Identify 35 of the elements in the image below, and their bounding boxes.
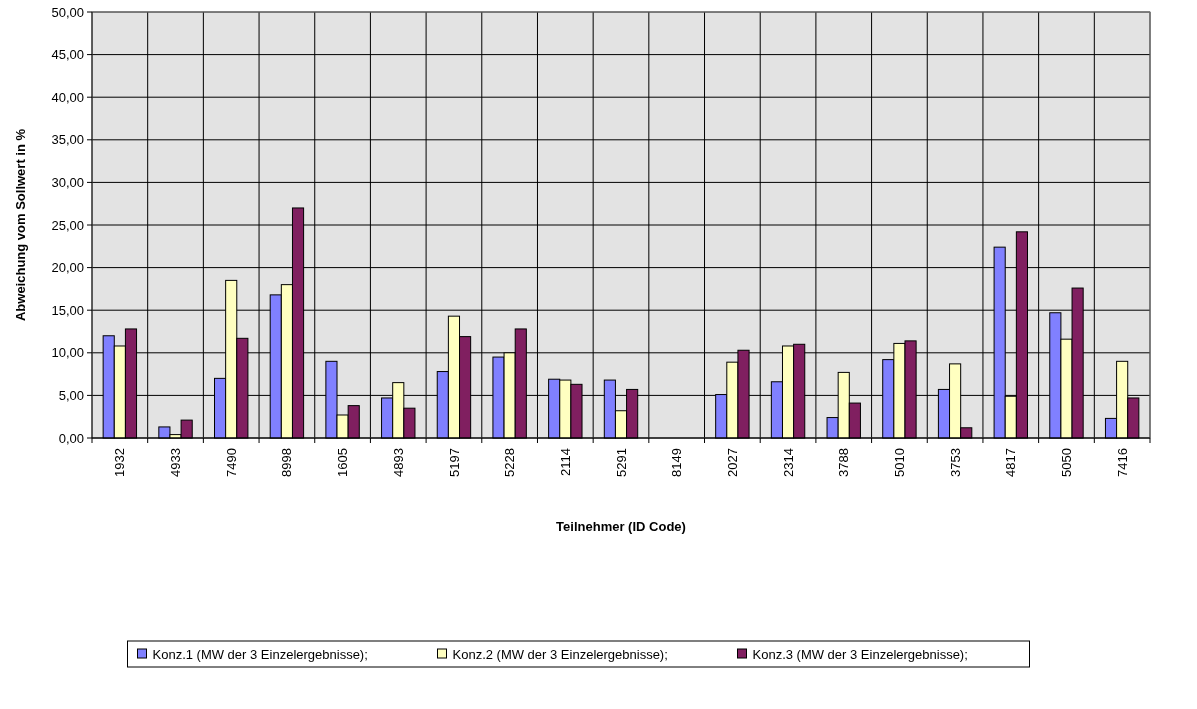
y-tick-label: 20,00 [51, 260, 84, 276]
y-tick-label: 10,00 [51, 345, 84, 361]
y-tick-label: 50,00 [51, 4, 84, 20]
x-tick-label: 4817 [1003, 448, 1019, 477]
x-tick-label: 7416 [1114, 448, 1130, 477]
x-tick-label: 4933 [168, 448, 184, 477]
legend-label: Konz.1 (MW der 3 Einzelergebnisse); [152, 646, 368, 662]
x-tick-label: 5197 [446, 448, 462, 477]
legend-label: Konz.3 (MW der 3 Einzelergebnisse); [752, 646, 968, 662]
x-tick-label: 2114 [557, 448, 573, 476]
x-tick-label: 5291 [613, 448, 629, 477]
y-tick-label: 15,00 [51, 302, 84, 318]
x-tick-label: 4893 [390, 448, 406, 477]
x-tick-label: 2027 [724, 448, 740, 477]
x-tick-label: 3788 [836, 448, 852, 477]
y-tick-label: 45,00 [51, 47, 84, 63]
x-tick-label: 3753 [947, 448, 963, 477]
x-tick-label: 2314 [780, 448, 796, 477]
x-tick-label: 7490 [223, 448, 239, 477]
y-axis-title: Abweichung vom Sollwert in % [12, 128, 28, 322]
x-tick-label: 8149 [669, 448, 685, 477]
y-tick-label: 5,00 [58, 387, 84, 403]
y-tick-label: 40,00 [51, 89, 84, 105]
y-tick-label: 30,00 [51, 174, 84, 190]
x-tick-label: 1605 [335, 448, 351, 477]
y-tick-label: 25,00 [51, 217, 84, 233]
y-tick-label: 0,00 [58, 430, 84, 446]
x-tick-label: 1932 [112, 448, 128, 477]
x-tick-label: 5050 [1059, 448, 1075, 477]
x-tick-label: 5228 [502, 448, 518, 477]
legend-label: Konz.2 (MW der 3 Einzelergebnisse); [452, 646, 668, 662]
y-tick-label: 35,00 [51, 132, 84, 148]
x-axis-title: Teilnehmer (ID Code) [556, 519, 686, 534]
x-tick-label: 8998 [279, 448, 295, 477]
x-tick-label: 5010 [891, 448, 907, 477]
